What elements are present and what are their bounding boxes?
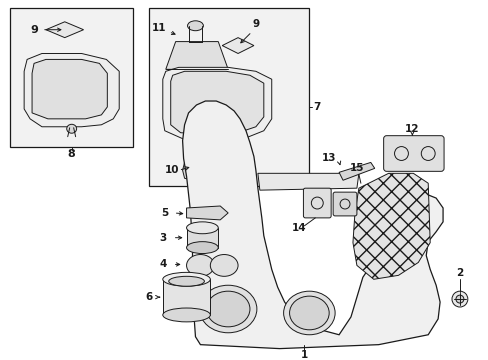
Bar — [149, 8, 309, 186]
Ellipse shape — [455, 295, 463, 303]
Text: 11: 11 — [151, 23, 166, 33]
Polygon shape — [32, 59, 107, 119]
Polygon shape — [163, 67, 271, 141]
Text: 15: 15 — [349, 163, 364, 174]
Polygon shape — [186, 206, 228, 220]
Text: 8: 8 — [68, 149, 76, 158]
Ellipse shape — [451, 291, 467, 307]
FancyBboxPatch shape — [332, 192, 356, 216]
Ellipse shape — [283, 291, 334, 335]
Text: 1: 1 — [300, 350, 307, 360]
Text: 12: 12 — [404, 124, 419, 134]
Text: 2: 2 — [455, 268, 463, 278]
Polygon shape — [352, 173, 429, 279]
Polygon shape — [46, 22, 83, 38]
Text: 9: 9 — [30, 25, 38, 35]
Ellipse shape — [289, 296, 328, 330]
Ellipse shape — [168, 276, 204, 286]
Text: 9: 9 — [252, 19, 259, 29]
Text: 7: 7 — [313, 102, 320, 112]
Text: 4: 4 — [159, 260, 166, 269]
Ellipse shape — [213, 134, 223, 143]
Ellipse shape — [186, 222, 218, 234]
Ellipse shape — [186, 255, 214, 276]
Polygon shape — [257, 173, 358, 190]
Polygon shape — [182, 101, 442, 348]
Text: 3: 3 — [159, 233, 166, 243]
Polygon shape — [165, 42, 228, 69]
Ellipse shape — [66, 124, 77, 133]
Bar — [192, 157, 245, 184]
Ellipse shape — [163, 273, 210, 286]
Polygon shape — [24, 54, 119, 127]
Ellipse shape — [187, 21, 203, 31]
Polygon shape — [182, 161, 192, 180]
Polygon shape — [222, 38, 253, 54]
Ellipse shape — [210, 255, 238, 276]
Text: 10: 10 — [164, 165, 179, 175]
Ellipse shape — [199, 285, 256, 333]
Text: 5: 5 — [161, 208, 168, 218]
Ellipse shape — [199, 163, 211, 177]
FancyBboxPatch shape — [383, 136, 443, 171]
Text: 6: 6 — [145, 292, 152, 302]
Bar — [163, 279, 210, 315]
FancyBboxPatch shape — [303, 188, 330, 218]
Bar — [186, 228, 218, 248]
Text: 13: 13 — [321, 153, 336, 163]
Polygon shape — [170, 71, 263, 135]
Bar — [10, 8, 133, 147]
Ellipse shape — [206, 291, 249, 327]
Ellipse shape — [186, 242, 218, 253]
Text: 14: 14 — [291, 223, 306, 233]
Ellipse shape — [163, 308, 210, 322]
Polygon shape — [338, 162, 374, 180]
